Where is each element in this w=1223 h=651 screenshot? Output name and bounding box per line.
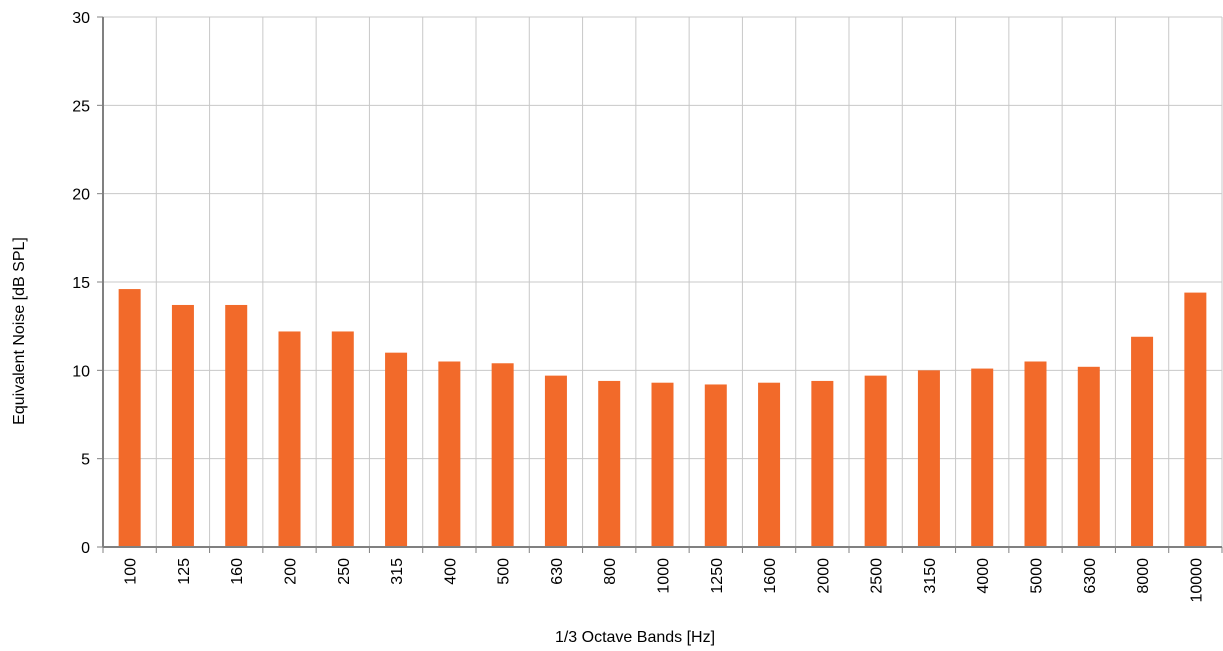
x-tick-label: 8000 [1135,558,1152,594]
x-tick-labels: 100 125 160 200 250 315 400 500 630 800 1000 1250 16… [123,558,1206,603]
x-tick-label: 5000 [1029,558,1046,594]
axes [97,16,1223,553]
bar-160 [225,304,248,547]
x-tick-label: 1000 [656,558,673,594]
bar-4000 [971,368,994,547]
y-tick-labels: 0 5 10 15 20 25 30 [72,10,90,557]
y-tick-label: 15 [72,275,90,292]
y-tick-label: 20 [72,187,90,204]
x-tick-label: 6300 [1082,558,1099,594]
x-tick-label: 800 [602,558,619,585]
y-tick-label: 10 [72,363,90,380]
bar-500 [491,363,514,547]
x-tick-label: 4000 [975,558,992,594]
bar-125 [171,304,194,547]
bars [118,289,1207,547]
x-tick-label: 250 [336,558,353,585]
x-tick-label: 1600 [762,558,779,594]
bar-1000 [651,382,674,547]
x-tick-label: 160 [229,558,246,585]
bar-630 [544,375,567,547]
bar-250 [331,331,354,547]
y-tick-label: 0 [81,540,90,557]
x-tick-label: 10000 [1188,558,1205,603]
x-tick-label: 500 [496,558,513,585]
bar-1600 [758,382,781,547]
x-tick-label: 2500 [869,558,886,594]
bar-400 [438,361,461,547]
x-tick-label: 630 [549,558,566,585]
x-tick-label: 2000 [815,558,832,594]
x-tick-label: 400 [442,558,459,585]
bar-5000 [1024,361,1047,547]
bar-100 [118,289,141,547]
bar-200 [278,331,301,547]
bar-6300 [1077,366,1100,547]
bar-800 [598,380,621,547]
bar-1250 [704,384,727,547]
x-tick-label: 315 [389,558,406,585]
y-axis-title: Equivalent Noise [dB SPL] [11,237,28,425]
bar-2500 [864,375,887,547]
x-tick-label: 3150 [922,558,939,594]
bar-3150 [917,370,940,547]
x-axis-title: 1/3 Octave Bands [Hz] [555,629,715,646]
bar-10000 [1184,292,1207,547]
x-tick-label: 125 [176,558,193,585]
x-tick-label: 100 [123,558,140,585]
grid-lines [103,16,1223,547]
y-tick-label: 30 [72,10,90,27]
y-tick-label: 25 [72,98,90,115]
x-tick-label: 200 [283,558,300,585]
bar-315 [385,352,408,547]
x-tick-label: 1250 [709,558,726,594]
y-tick-label: 5 [81,452,90,469]
bar-2000 [811,380,834,547]
bar-8000 [1131,336,1154,547]
